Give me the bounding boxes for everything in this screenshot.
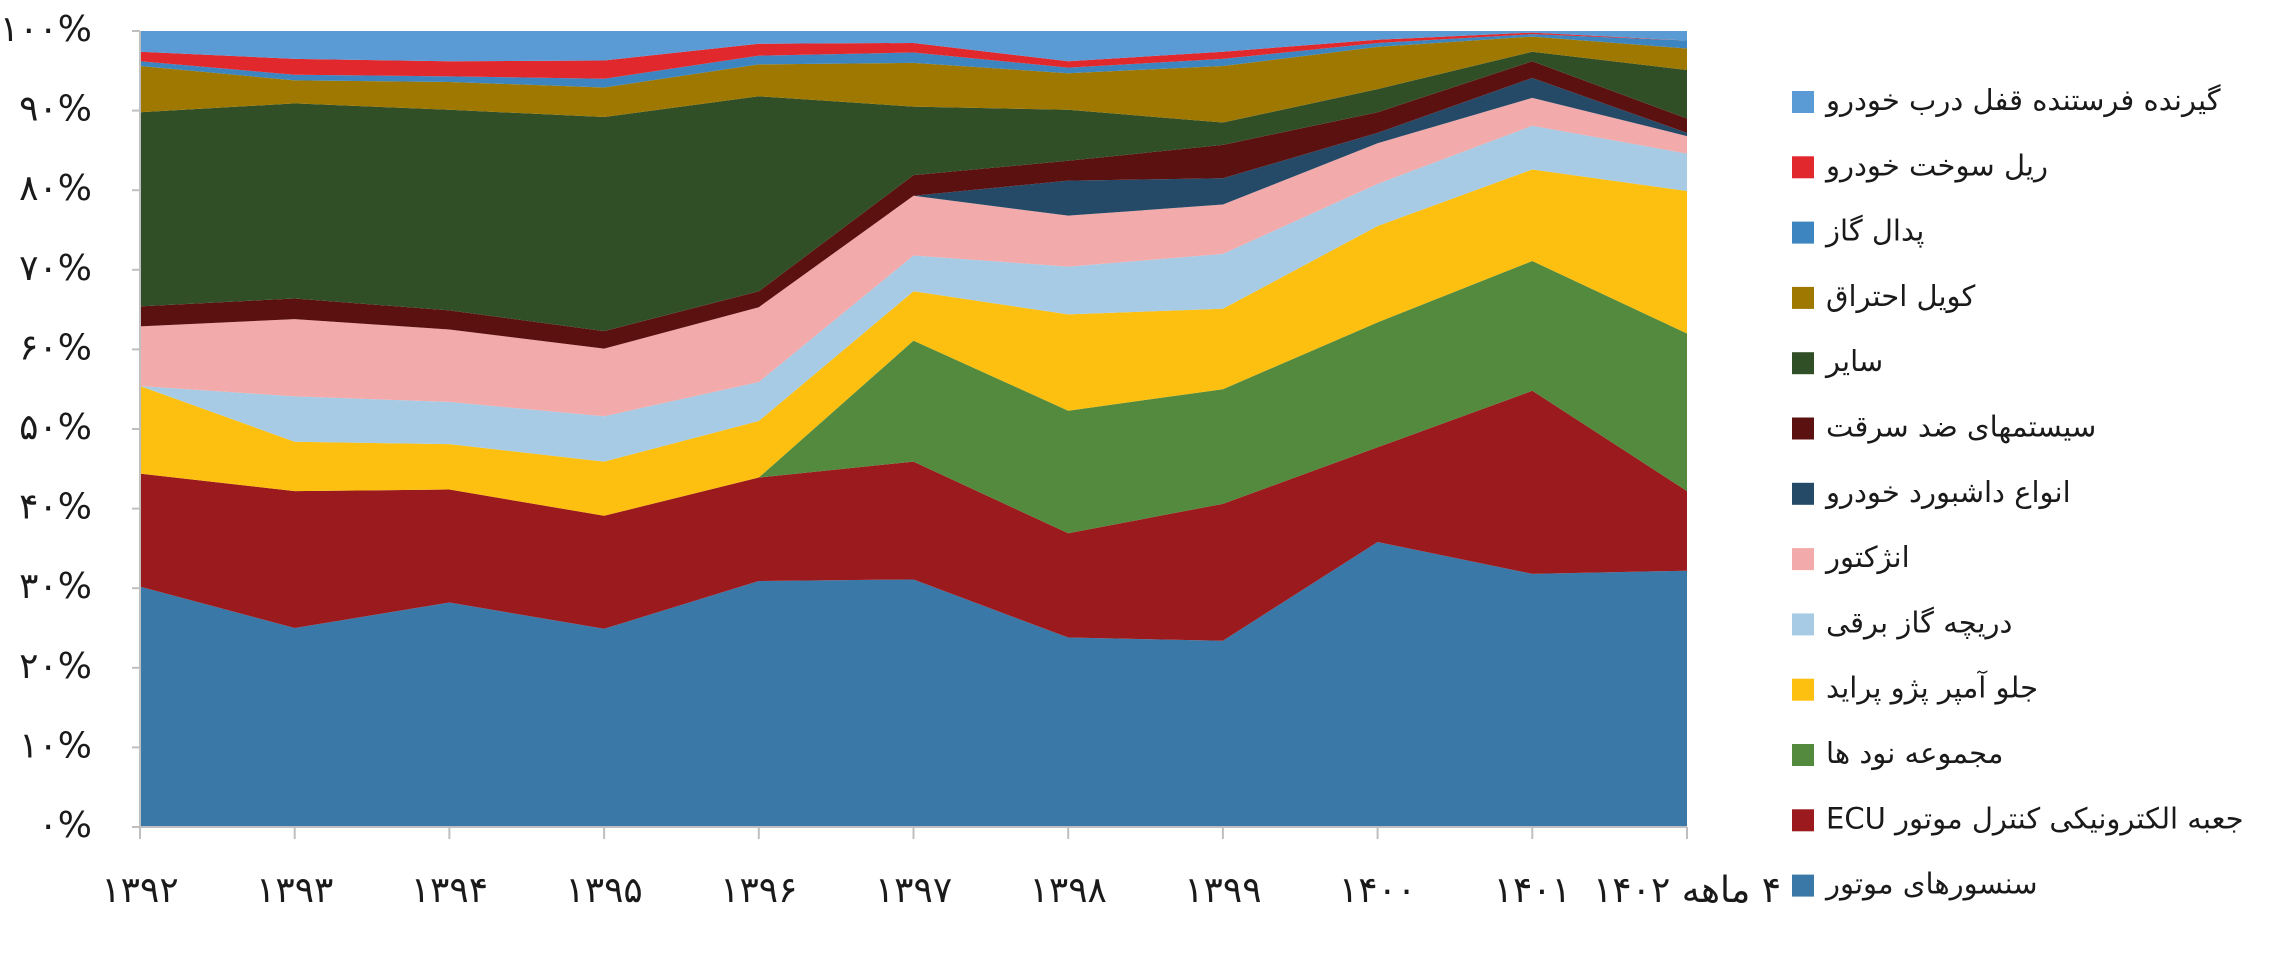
y-tick-label: ۳۰% <box>19 566 92 607</box>
legend-label: انژکتور <box>1824 540 1910 574</box>
legend-swatch <box>1792 874 1814 897</box>
legend-swatch <box>1792 417 1814 440</box>
legend-label: سایر <box>1824 344 1883 378</box>
area <box>140 34 1687 88</box>
area <box>140 97 1687 417</box>
area <box>140 125 1687 462</box>
legend-swatch <box>1792 352 1814 375</box>
y-tick-label: ۴۰% <box>19 487 92 528</box>
x-tick-label: ۱۳۹۹ <box>1184 870 1262 911</box>
legend-label: دریچه گاز برقی <box>1826 605 2012 639</box>
legend-label: کویل احتراق <box>1826 279 1976 313</box>
legend-label: سیستمهای ضد سرقت <box>1826 410 2096 444</box>
legend-label: جعبه الکترونیکی کنترل موتور ECU <box>1826 801 2244 835</box>
area <box>140 51 1687 332</box>
legend-swatch <box>1792 548 1814 571</box>
legend-swatch <box>1792 809 1814 832</box>
x-tick-label: ۱۳۹۲ <box>101 870 179 911</box>
legend-swatch <box>1792 678 1814 701</box>
y-tick-label: ۱۰۰% <box>0 9 92 50</box>
x-tick-label: ۱۴۰۰ <box>1338 870 1417 911</box>
legend-swatch <box>1792 744 1814 766</box>
x-tick-label: ۴ ماهه ۱۴۰۲ <box>1592 870 1782 911</box>
x-tick-label: ۱۳۹۵ <box>565 870 643 911</box>
legend-swatch <box>1792 482 1814 505</box>
y-tick-label: ۷۰% <box>19 248 92 289</box>
y-tick-label: ۵۰% <box>19 407 92 448</box>
x-tick-label: ۱۳۹۶ <box>720 870 798 911</box>
legend-label: گیرنده فرستنده قفل درب خودرو <box>1824 83 2221 117</box>
y-tick-label: ۸۰% <box>19 168 92 209</box>
y-tick-label: ۹۰% <box>19 89 92 130</box>
area <box>140 32 1687 79</box>
legend-swatch <box>1792 613 1814 636</box>
x-tick-label: ۱۳۹۴ <box>410 870 489 911</box>
x-tick-label: ۱۳۹۷ <box>874 870 953 911</box>
area <box>140 390 1687 641</box>
area <box>140 169 1687 516</box>
legend-label: جلو آمپر پژو پراید <box>1826 670 2038 706</box>
area <box>140 61 1687 349</box>
legend-label: سنسورهای موتور <box>1824 867 2038 901</box>
y-tick-label: ۱۰% <box>19 725 92 766</box>
y-tick-label: ۲۰% <box>19 646 92 687</box>
legend-label: انواع داشبورد خودرو <box>1824 475 2071 509</box>
legend-label: مجموعه نود ها <box>1826 736 2003 770</box>
legend-label: ریل سوخت خودرو <box>1824 148 2048 182</box>
legend-swatch <box>1792 221 1814 244</box>
area <box>140 36 1687 123</box>
area <box>140 31 1687 62</box>
y-tick-label: ۰% <box>38 805 92 846</box>
legend-label: پدال گاز <box>1824 214 1924 249</box>
area <box>140 542 1687 827</box>
x-tick-label: ۱۳۹۸ <box>1029 870 1107 911</box>
legend-swatch <box>1792 91 1814 113</box>
legend-swatch <box>1792 286 1814 309</box>
y-tick-label: ۶۰% <box>19 327 92 368</box>
x-tick-label: ۱۳۹۳ <box>256 870 334 911</box>
x-tick-label: ۱۴۰۱ <box>1493 870 1571 911</box>
legend-swatch <box>1792 156 1814 179</box>
area <box>140 261 1687 534</box>
